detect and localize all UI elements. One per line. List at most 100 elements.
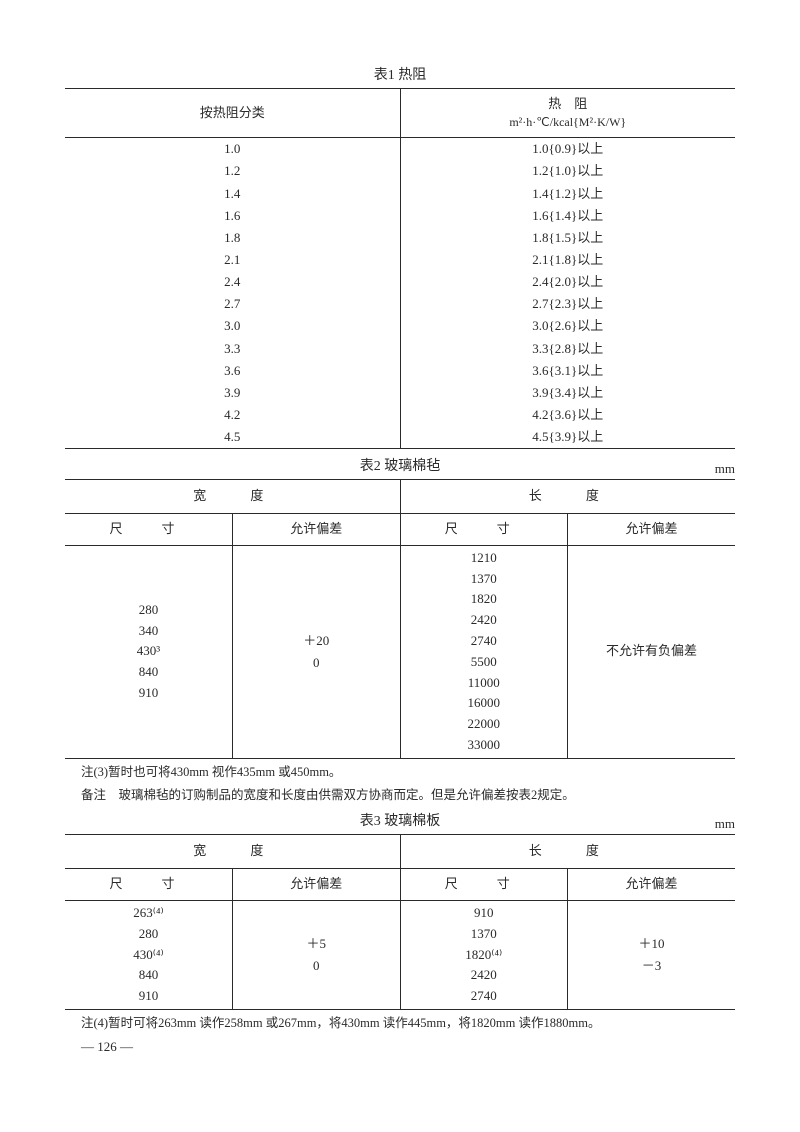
table-cell: 3.0{2.6}以上 <box>400 315 735 337</box>
table2: 宽 度 长 度 尺 寸 允许偏差 尺 寸 允许偏差 280340430³8409… <box>65 479 735 759</box>
table-cell: 2.1 <box>65 249 400 271</box>
table-cell: 2.4 <box>65 271 400 293</box>
table-cell: 5500 <box>405 652 564 673</box>
table-cell: 1370 <box>405 924 564 945</box>
table3-width-tol: ＋5 0 <box>233 901 401 1010</box>
table3-len-tol: ＋10 －3 <box>568 901 736 1010</box>
table-row: 3.93.9{3.4}以上 <box>65 382 735 404</box>
table-row: 3.03.0{2.6}以上 <box>65 315 735 337</box>
table-cell: 1820⁽⁴⁾ <box>405 945 564 966</box>
table2-sh-4: 允许偏差 <box>568 514 736 546</box>
table2-title: 表2 玻璃棉毡 <box>65 455 735 475</box>
table-cell: 910 <box>69 683 228 704</box>
table3-sh-4: 允许偏差 <box>568 869 736 901</box>
table3-gh-2: 长 度 <box>400 835 735 869</box>
table-cell: 11000 <box>405 673 564 694</box>
table-cell: 840 <box>69 662 228 683</box>
table-cell: 1370 <box>405 569 564 590</box>
table-cell: 1.8{1.5}以上 <box>400 227 735 249</box>
table-row: 1.61.6{1.4}以上 <box>65 205 735 227</box>
table-cell: 1.0{0.9}以上 <box>400 138 735 161</box>
table-cell: 1.0 <box>65 138 400 161</box>
table-row: 4.24.2{3.6}以上 <box>65 404 735 426</box>
table2-width-sizes: 280340430³840910 <box>65 545 233 758</box>
table2-wtol-1: ＋20 <box>237 630 396 652</box>
table-row: 1.81.8{1.5}以上 <box>65 227 735 249</box>
table-cell: 280 <box>69 924 228 945</box>
table-cell: 910 <box>405 903 564 924</box>
table-cell: 840 <box>69 965 228 986</box>
table3-wtol-1: ＋5 <box>237 933 396 955</box>
table2-note-1: 注(3)暂时也可将430mm 视作435mm 或450mm。 <box>81 763 735 782</box>
table-cell: 2.7 <box>65 293 400 315</box>
table1-header-right-1: 热 阻 <box>405 95 732 114</box>
table-cell: 3.3 <box>65 338 400 360</box>
table3-sh-3: 尺 寸 <box>400 869 568 901</box>
table-cell: 4.5 <box>65 426 400 449</box>
table3-note: 注(4)暂时可将263mm 读作258mm 或267mm，将430mm 读作44… <box>81 1014 735 1033</box>
table-cell: 3.6{3.1}以上 <box>400 360 735 382</box>
table2-len-tol: 不允许有负偏差 <box>568 545 736 758</box>
table-cell: 3.6 <box>65 360 400 382</box>
table-row: 3.63.6{3.1}以上 <box>65 360 735 382</box>
table2-gh-2: 长 度 <box>400 480 735 514</box>
table-cell: 3.0 <box>65 315 400 337</box>
table-cell: 1.2{1.0}以上 <box>400 160 735 182</box>
table3-width-sizes: 263⁽⁴⁾280430⁽⁴⁾840910 <box>65 901 233 1010</box>
table2-len-sizes: 1210137018202420274055001100016000220003… <box>400 545 568 758</box>
table3-ltol-1: ＋10 <box>572 933 731 955</box>
table-cell: 1.6 <box>65 205 400 227</box>
table3-ltol-2: －3 <box>572 955 731 977</box>
table-cell: 22000 <box>405 714 564 735</box>
table-cell: 280 <box>69 600 228 621</box>
table2-sh-1: 尺 寸 <box>65 514 233 546</box>
table-cell: 3.9 <box>65 382 400 404</box>
table1: 按热阻分类 热 阻 m²·h·℃/kcal{M²·K/W} 1.01.0{0.9… <box>65 88 735 449</box>
table-row: 1.41.4{1.2}以上 <box>65 183 735 205</box>
table2-sh-2: 允许偏差 <box>233 514 401 546</box>
table-row: 2.72.7{2.3}以上 <box>65 293 735 315</box>
table-cell: 2.7{2.3}以上 <box>400 293 735 315</box>
table2-sh-3: 尺 寸 <box>400 514 568 546</box>
table2-gh-1: 宽 度 <box>65 480 400 514</box>
table-cell: 33000 <box>405 735 564 756</box>
table-cell: 910 <box>69 986 228 1007</box>
table3-sh-1: 尺 寸 <box>65 869 233 901</box>
table3-gh-1: 宽 度 <box>65 835 400 869</box>
table-cell: 1.4{1.2}以上 <box>400 183 735 205</box>
table2-unit: mm <box>715 461 735 477</box>
table3-wtol-2: 0 <box>237 955 396 977</box>
table-cell: 430³ <box>69 641 228 662</box>
table-cell: 340 <box>69 621 228 642</box>
table-cell: 2420 <box>405 965 564 986</box>
table-cell: 2.4{2.0}以上 <box>400 271 735 293</box>
table3-unit: mm <box>715 816 735 832</box>
table1-title: 表1 热阻 <box>65 64 735 84</box>
table1-header-right: 热 阻 m²·h·℃/kcal{M²·K/W} <box>400 89 735 138</box>
table-cell: 1820 <box>405 589 564 610</box>
table3-len-sizes: 91013701820⁽⁴⁾24202740 <box>400 901 568 1010</box>
table-cell: 1.8 <box>65 227 400 249</box>
table2-wtol-2: 0 <box>237 652 396 674</box>
table3-title: 表3 玻璃棉板 <box>65 810 735 830</box>
table-cell: 4.2{3.6}以上 <box>400 404 735 426</box>
table-cell: 2740 <box>405 631 564 652</box>
table-cell: 430⁽⁴⁾ <box>69 945 228 966</box>
page-number: — 126 — <box>81 1039 735 1055</box>
table3: 宽 度 长 度 尺 寸 允许偏差 尺 寸 允许偏差 263⁽⁴⁾280430⁽⁴… <box>65 834 735 1010</box>
table-cell: 1210 <box>405 548 564 569</box>
table-cell: 263⁽⁴⁾ <box>69 903 228 924</box>
table-row: 3.33.3{2.8}以上 <box>65 338 735 360</box>
table-cell: 3.3{2.8}以上 <box>400 338 735 360</box>
table-cell: 3.9{3.4}以上 <box>400 382 735 404</box>
table-cell: 1.4 <box>65 183 400 205</box>
table-cell: 2420 <box>405 610 564 631</box>
table-row: 1.21.2{1.0}以上 <box>65 160 735 182</box>
table-row: 4.54.5{3.9}以上 <box>65 426 735 449</box>
table1-header-right-2: m²·h·℃/kcal{M²·K/W} <box>405 114 732 131</box>
table-cell: 1.6{1.4}以上 <box>400 205 735 227</box>
table3-sh-2: 允许偏差 <box>233 869 401 901</box>
table-cell: 16000 <box>405 693 564 714</box>
table-cell: 4.5{3.9}以上 <box>400 426 735 449</box>
table-row: 2.42.4{2.0}以上 <box>65 271 735 293</box>
